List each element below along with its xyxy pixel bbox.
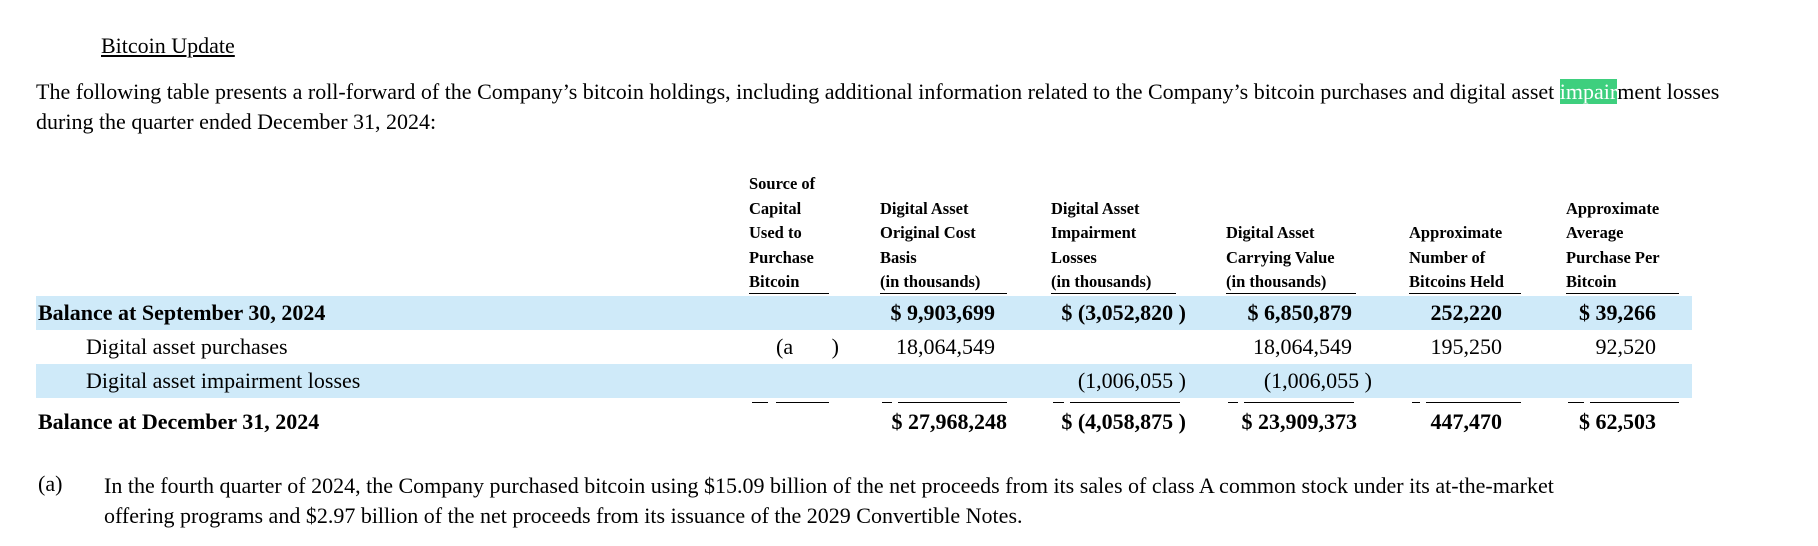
header-rule bbox=[880, 293, 1007, 294]
header-original-cost-basis: Digital Asset Original Cost Basis (in th… bbox=[880, 197, 980, 295]
cell-average-price: $ 62,503 bbox=[1579, 409, 1656, 434]
header-line: Bitcoins Held bbox=[1409, 272, 1504, 291]
header-line: Digital Asset bbox=[1051, 198, 1140, 218]
intro-text-after: ment losses during the quarter ended Dec… bbox=[36, 79, 1720, 134]
header-rule bbox=[749, 293, 829, 294]
footnote-reference: (a ) bbox=[776, 334, 839, 359]
cell-average-price: $ 39,266 bbox=[1579, 300, 1656, 325]
cell-bitcoins-held: 195,250 bbox=[1430, 334, 1503, 359]
total-rule bbox=[1228, 402, 1238, 403]
cell-bitcoins-held: 447,470 bbox=[1430, 409, 1503, 434]
cell-impairment-losses: $ (3,052,820 ) bbox=[1061, 300, 1186, 325]
header-line: Losses bbox=[1051, 247, 1097, 267]
row-band bbox=[36, 364, 1692, 398]
total-rule bbox=[1070, 402, 1180, 403]
header-line: Bitcoin bbox=[749, 272, 800, 291]
header-line: Used to bbox=[749, 223, 802, 242]
header-line: Average bbox=[1566, 223, 1624, 242]
footnote-marker: (a) bbox=[38, 471, 63, 496]
header-carrying-value: Digital Asset Carrying Value (in thousan… bbox=[1226, 221, 1335, 295]
header-line: Number of bbox=[1409, 247, 1486, 267]
cell-impairment-losses: $ (4,058,875 ) bbox=[1061, 409, 1186, 434]
cell-impairment-losses: (1,006,055 ) bbox=[1077, 368, 1186, 393]
footnote-text: In the fourth quarter of 2024, the Compa… bbox=[104, 473, 1554, 528]
header-line: Purchase bbox=[749, 247, 814, 267]
header-line: Digital Asset bbox=[880, 198, 969, 218]
header-line: (in thousands) bbox=[1226, 272, 1327, 291]
total-rule bbox=[1244, 402, 1354, 403]
header-line: Bitcoin bbox=[1566, 272, 1617, 291]
header-line: Capital bbox=[749, 198, 802, 218]
header-rule bbox=[1409, 293, 1521, 294]
cell-cost-basis: $ 9,903,699 bbox=[890, 300, 996, 325]
header-rule bbox=[1566, 293, 1679, 294]
header-line: Carrying Value bbox=[1226, 247, 1335, 267]
header-line: Original Cost bbox=[880, 223, 976, 242]
header-rule bbox=[1051, 293, 1176, 294]
section-title: Bitcoin Update bbox=[101, 33, 235, 58]
header-line: (in thousands) bbox=[1051, 272, 1152, 291]
search-highlight: impair bbox=[1559, 79, 1618, 104]
header-line: Digital Asset bbox=[1226, 223, 1315, 242]
intro-text-before: The following table presents a roll-forw… bbox=[36, 79, 1560, 104]
header-line: Impairment bbox=[1051, 223, 1137, 242]
total-rule bbox=[1568, 402, 1584, 403]
cell-cost-basis: 18,064,549 bbox=[896, 334, 995, 359]
header-line: (in thousands) bbox=[880, 272, 981, 291]
total-rule bbox=[752, 402, 768, 403]
total-rule bbox=[1053, 402, 1064, 403]
total-rule bbox=[898, 402, 1007, 403]
header-line: Purchase Per bbox=[1566, 247, 1660, 267]
header-line: Source of bbox=[749, 174, 816, 193]
header-rule bbox=[1226, 293, 1356, 294]
total-rule bbox=[1426, 402, 1521, 403]
header-line: Basis bbox=[880, 247, 917, 267]
total-rule bbox=[1590, 402, 1679, 403]
row-label: Balance at September 30, 2024 bbox=[38, 300, 326, 325]
cell-carrying-value: $ 6,850,879 bbox=[1247, 300, 1353, 325]
row-label: Balance at December 31, 2024 bbox=[38, 409, 320, 434]
cell-bitcoins-held: 252,220 bbox=[1430, 300, 1503, 325]
row-band bbox=[36, 296, 1692, 330]
cell-carrying-value: $ 23,909,373 bbox=[1241, 409, 1358, 434]
total-rule bbox=[882, 402, 892, 403]
header-source-of-capital: Source of Capital Used to Purchase Bitco… bbox=[749, 172, 815, 295]
cell-average-price: 92,520 bbox=[1595, 334, 1657, 359]
row-label: Digital asset impairment losses bbox=[86, 368, 361, 393]
total-rule bbox=[776, 402, 829, 403]
cell-cost-basis: $ 27,968,248 bbox=[891, 409, 1008, 434]
header-line: Approximate bbox=[1409, 223, 1503, 242]
header-line: Approximate bbox=[1566, 198, 1660, 218]
cell-carrying-value: (1,006,055 ) bbox=[1263, 368, 1372, 393]
header-impairment-losses: Digital Asset Impairment Losses (in thou… bbox=[1051, 197, 1151, 295]
header-average-purchase-price: Approximate Average Purchase Per Bitcoin bbox=[1566, 197, 1660, 295]
intro-paragraph: The following table presents a roll-forw… bbox=[36, 77, 1736, 137]
cell-carrying-value: 18,064,549 bbox=[1253, 334, 1352, 359]
header-bitcoins-held: Approximate Number of Bitcoins Held bbox=[1409, 221, 1504, 295]
row-label: Digital asset purchases bbox=[86, 334, 288, 359]
total-rule bbox=[1412, 402, 1420, 403]
